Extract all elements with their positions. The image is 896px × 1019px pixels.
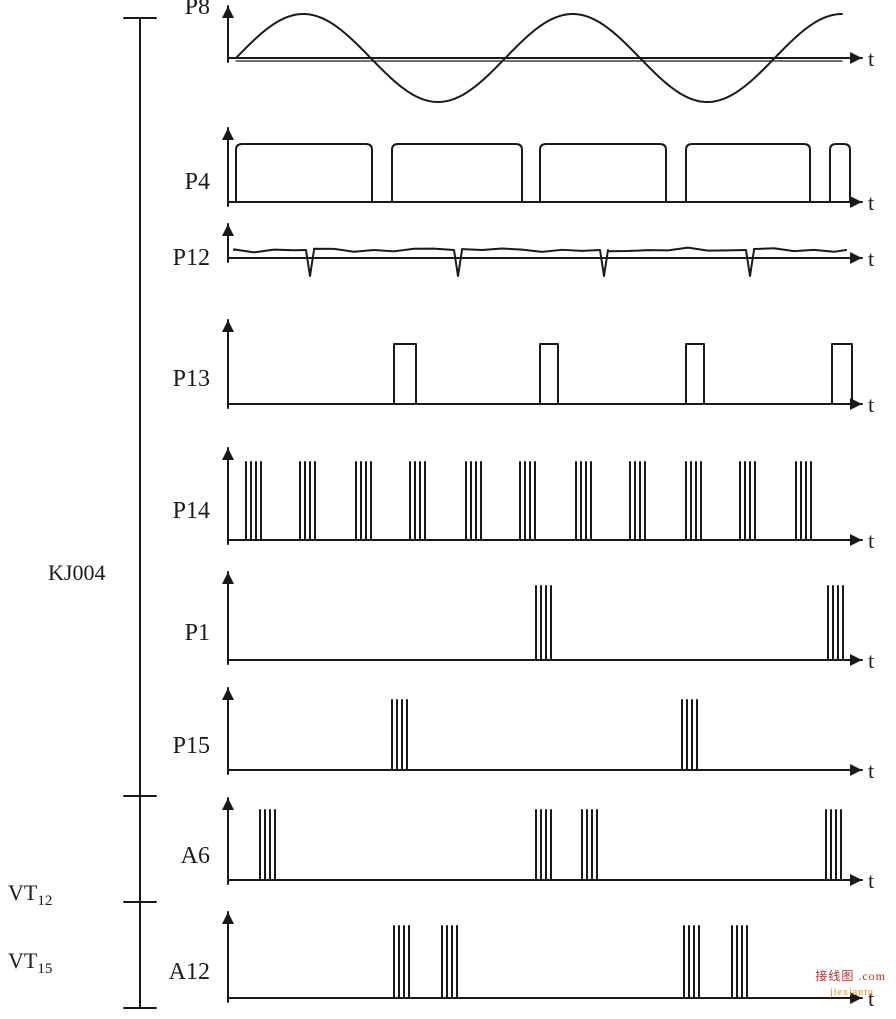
row-label-P13: P13 xyxy=(173,366,210,392)
trace-A6 xyxy=(234,810,848,880)
row-label-P1: P1 xyxy=(185,620,210,646)
axis-A12: A12t xyxy=(169,912,874,1011)
trace-P1 xyxy=(234,586,848,660)
row-label-P15: P15 xyxy=(173,733,210,759)
left-bracket: KJ004 VT12 VT15 xyxy=(8,18,156,1008)
row-label-P8: P8 xyxy=(185,0,210,20)
row-label-P4: P4 xyxy=(185,169,210,195)
row-label-P12: P12 xyxy=(173,245,210,271)
t-label-P1: t xyxy=(868,648,874,673)
t-label-P15: t xyxy=(868,758,874,783)
t-label-P12: t xyxy=(868,246,874,271)
timing-diagram: P8 t P4 t P12 t P13 t P14 t P1 t P15 t A6 t A12t KJ004 VT1… xyxy=(0,0,896,1014)
bracket-label-VT12: VT12 xyxy=(8,880,52,909)
timing-diagram-svg: P8 t P4 t P12 t P13 t P14 t P1 t P15 t A6 t A12t KJ004 VT1… xyxy=(0,0,896,1014)
row-label-A6: A6 xyxy=(181,843,210,869)
axis-A6: A6 t xyxy=(181,798,874,893)
axis-P13: P13 t xyxy=(173,320,874,417)
t-label-A6: t xyxy=(868,868,874,893)
trace-P15 xyxy=(234,700,848,770)
watermark-main: 接线图 .com xyxy=(815,967,886,984)
trace-P4 xyxy=(234,144,850,202)
t-label-P8: t xyxy=(868,46,874,71)
trace-A12 xyxy=(234,926,848,998)
row-label-P14: P14 xyxy=(173,498,210,524)
watermark-sub: jiexiantu xyxy=(830,987,874,998)
bracket-label-VT15: VT15 xyxy=(8,948,52,977)
t-label-P14: t xyxy=(868,528,874,553)
t-label-P13: t xyxy=(868,392,874,417)
row-label-A12: A12 xyxy=(169,959,210,985)
trace-P12 xyxy=(234,248,846,276)
bracket-label-KJ004: KJ004 xyxy=(48,560,105,585)
trace-P14 xyxy=(234,462,848,540)
t-label-P4: t xyxy=(868,190,874,215)
axis-P14: P14 t xyxy=(173,448,874,553)
axis-P15: P15 t xyxy=(173,688,874,783)
trace-P13 xyxy=(234,344,852,404)
axis-P1: P1 t xyxy=(185,572,874,673)
